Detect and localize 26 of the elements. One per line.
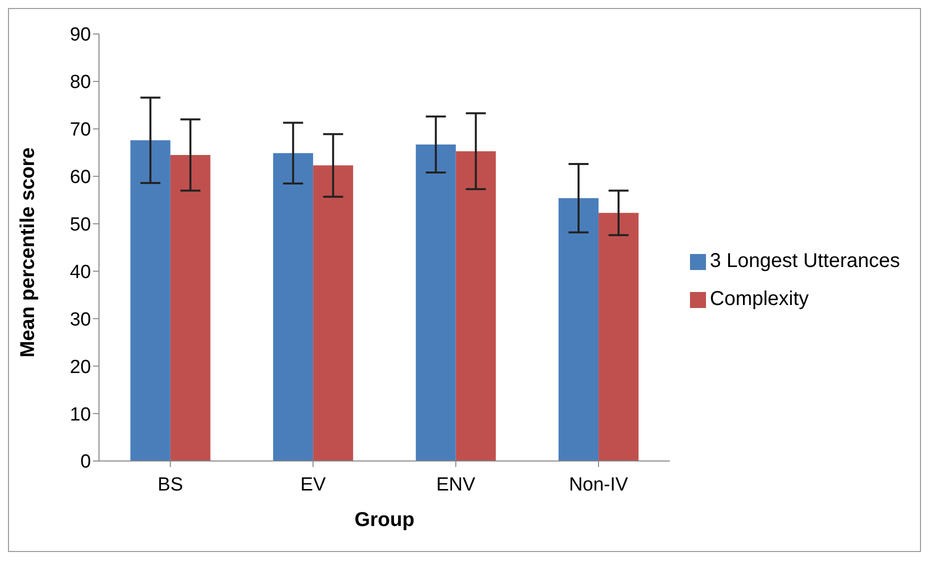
y-tick-label: 0 — [80, 452, 91, 473]
y-tick-label: 30 — [70, 309, 91, 330]
bar — [170, 154, 210, 461]
bar — [558, 198, 599, 461]
y-tick-label: 10 — [70, 404, 91, 426]
y-tick-label: 20 — [70, 356, 91, 378]
y-tick-label: 50 — [70, 214, 91, 236]
bar — [598, 212, 639, 461]
y-tick-label: 70 — [70, 120, 91, 141]
bar — [416, 144, 456, 461]
legend-label: Complexity — [710, 288, 809, 310]
bar — [456, 151, 496, 461]
y-tick-label: 60 — [70, 167, 91, 188]
y-tick-label: 80 — [70, 72, 91, 94]
x-tick-label: EV — [300, 474, 326, 496]
x-tick-label: ENV — [436, 474, 476, 496]
x-tick-label: Non-IV — [568, 474, 628, 496]
x-axis-title: Group — [354, 509, 414, 531]
bar — [130, 140, 170, 461]
y-tick-label: 90 — [70, 24, 91, 46]
bar — [273, 153, 314, 461]
legend-label: 3 Longest Utterances — [710, 250, 900, 272]
x-tick-label: BS — [158, 474, 184, 496]
y-tick-label: 40 — [70, 262, 91, 283]
bar — [313, 165, 354, 461]
y-axis-title: Mean percentile score — [17, 147, 40, 358]
